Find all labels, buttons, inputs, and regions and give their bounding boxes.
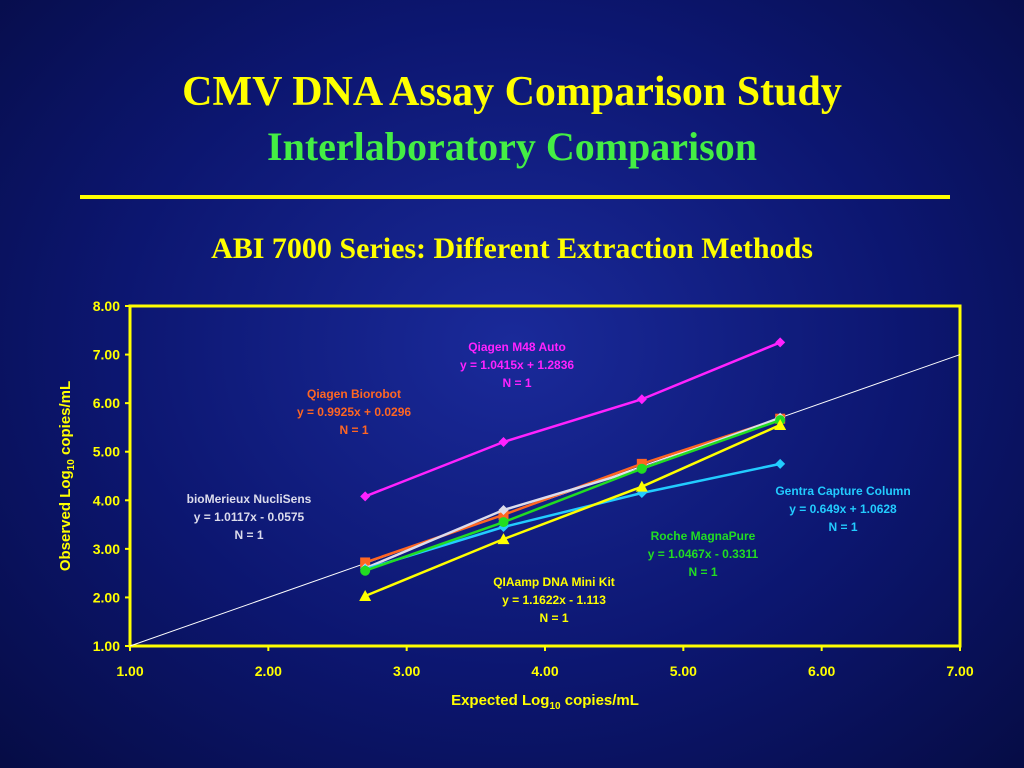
- data-point: [360, 557, 371, 568]
- x-tick-label: 4.00: [531, 663, 558, 679]
- data-point: [497, 533, 510, 545]
- series-label-name: bioMerieux NucliSens: [187, 492, 312, 506]
- y-tick-label: 7.00: [93, 347, 120, 363]
- y-axis-title-main: Observed Log: [57, 470, 74, 571]
- data-point: [636, 394, 647, 405]
- x-tick-label: 6.00: [808, 663, 835, 679]
- x-tick-label: 7.00: [946, 663, 973, 679]
- data-point: [498, 517, 509, 528]
- series-label-equation: y = 0.649x + 1.0628: [789, 502, 897, 516]
- y-axis-title: Observed Log10 copies/mL: [57, 381, 77, 571]
- series-label-n: N = 1: [688, 565, 717, 579]
- y-axis-title-unit: copies/mL: [57, 381, 74, 459]
- series-label-n: N = 1: [828, 520, 857, 534]
- slide-subtitle: Interlaboratory Comparison: [267, 124, 757, 169]
- series-line-0: [364, 341, 781, 498]
- series-label-n: N = 1: [502, 376, 531, 390]
- data-point: [774, 419, 787, 430]
- series-label-n: N = 1: [539, 611, 568, 625]
- series-label-name: QIAamp DNA Mini Kit: [493, 575, 615, 589]
- series-line-4: [364, 418, 781, 572]
- x-axis-title-sub: 10: [549, 701, 561, 712]
- series-label-equation: y = 1.0467x - 0.3311: [648, 547, 759, 561]
- y-tick-label: 1.00: [93, 638, 120, 654]
- series-label-name: Qiagen M48 Auto: [468, 340, 566, 354]
- series-label-name: Qiagen Biorobot: [307, 387, 401, 401]
- x-tick-label: 5.00: [670, 663, 697, 679]
- y-tick-label: 5.00: [93, 444, 120, 460]
- y-axis-title-sub: 10: [66, 459, 77, 471]
- series-label-name: Gentra Capture Column: [775, 484, 910, 498]
- data-point: [775, 337, 786, 348]
- data-point: [635, 480, 648, 492]
- x-tick-label: 1.00: [116, 663, 143, 679]
- data-point: [360, 491, 371, 502]
- x-axis-title-main: Expected Log: [451, 692, 549, 709]
- title-divider: [80, 195, 950, 199]
- data-point: [360, 565, 371, 576]
- data-point: [359, 589, 372, 601]
- x-tick-label: 3.00: [393, 663, 420, 679]
- series-label-name: Roche MagnaPure: [651, 529, 756, 543]
- x-axis-title-unit: copies/mL: [561, 692, 639, 709]
- series-line-5: [364, 423, 781, 598]
- series-label-equation: y = 1.0117x - 0.0575: [194, 510, 305, 524]
- series-line-2: [364, 416, 781, 570]
- y-tick-label: 8.00: [93, 298, 120, 314]
- slide-title: CMV DNA Assay Comparison Study: [182, 69, 842, 115]
- series-label-equation: y = 0.9925x + 0.0296: [297, 405, 411, 419]
- data-point: [775, 458, 786, 469]
- y-tick-label: 3.00: [93, 541, 120, 557]
- series-label-equation: y = 1.1622x - 1.113: [502, 593, 606, 607]
- y-tick-label: 6.00: [93, 395, 120, 411]
- data-point: [498, 505, 509, 515]
- series-label-n: N = 1: [234, 528, 263, 542]
- series-label-equation: y = 1.0415x + 1.2836: [460, 358, 574, 372]
- y-tick-label: 4.00: [93, 492, 120, 508]
- data-point: [636, 463, 647, 474]
- series-line-3: [364, 462, 781, 571]
- data-point: [498, 437, 509, 447]
- x-axis-title: Expected Log10 copies/mL: [451, 692, 639, 712]
- chart-title: ABI 7000 Series: Different Extraction Me…: [211, 232, 813, 265]
- y-tick-label: 2.00: [93, 589, 120, 605]
- x-tick-label: 2.00: [255, 663, 282, 679]
- series-label-n: N = 1: [339, 423, 368, 437]
